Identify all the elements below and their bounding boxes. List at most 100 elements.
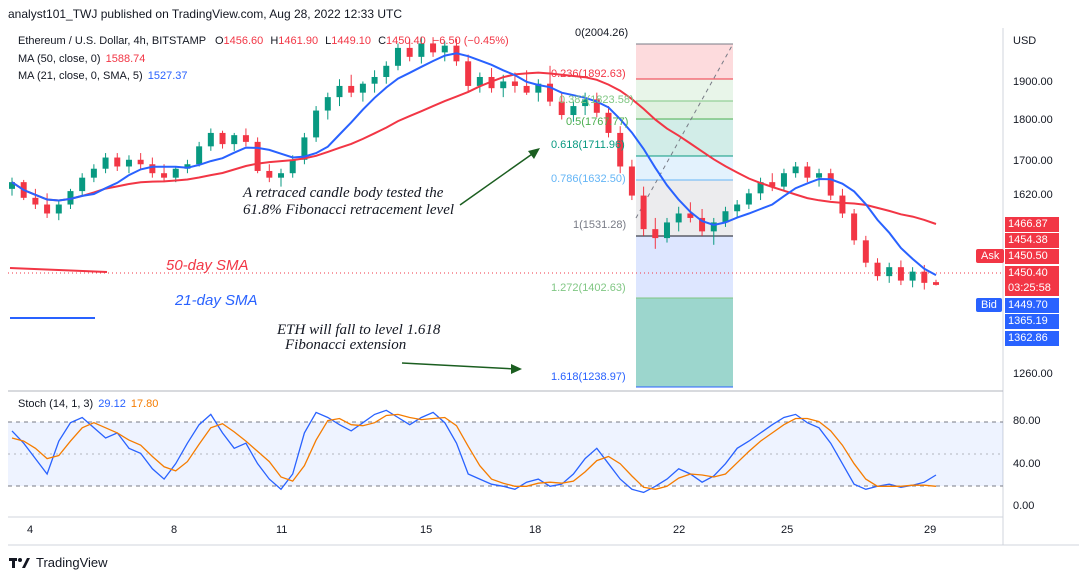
candle[interactable] xyxy=(570,106,577,116)
candle[interactable] xyxy=(921,271,928,283)
stoch-d-line xyxy=(11,413,937,490)
candle[interactable] xyxy=(313,110,320,138)
brand-name: TradingView xyxy=(36,555,108,570)
candle[interactable] xyxy=(523,85,530,93)
candle[interactable] xyxy=(535,83,542,93)
candle[interactable] xyxy=(663,222,670,239)
candle[interactable] xyxy=(406,47,413,57)
candle[interactable] xyxy=(804,166,811,178)
candle[interactable] xyxy=(32,197,39,205)
candle[interactable] xyxy=(792,166,799,174)
candle[interactable] xyxy=(582,99,589,107)
candle[interactable] xyxy=(722,211,729,223)
candle[interactable] xyxy=(675,213,682,223)
candle[interactable] xyxy=(149,164,156,174)
candle[interactable] xyxy=(231,135,238,145)
candle[interactable] xyxy=(289,159,296,174)
candle[interactable] xyxy=(9,182,15,189)
fib-level-1: 1(1531.28) xyxy=(573,219,627,231)
fall-annotation-line2: Fibonacci extension xyxy=(285,337,407,353)
candle[interactable] xyxy=(687,213,694,218)
tradingview-brand[interactable]: TradingView xyxy=(9,555,108,570)
candle[interactable] xyxy=(558,101,565,116)
candle[interactable] xyxy=(394,47,401,66)
price-label: 1800.00 xyxy=(1013,114,1053,126)
candle[interactable] xyxy=(301,137,308,160)
ma21-label: MA (21, close, 0, SMA, 5) xyxy=(18,70,143,82)
candle[interactable] xyxy=(430,43,437,53)
price-label: 1620.00 xyxy=(1013,189,1053,201)
candle[interactable] xyxy=(909,271,916,281)
candle[interactable] xyxy=(769,182,776,187)
candle[interactable] xyxy=(125,159,132,167)
candle[interactable] xyxy=(827,173,834,196)
candle[interactable] xyxy=(266,170,273,178)
candle[interactable] xyxy=(137,159,144,165)
candle[interactable] xyxy=(710,222,717,232)
candle[interactable] xyxy=(547,83,554,102)
candle[interactable] xyxy=(886,267,893,277)
candle[interactable] xyxy=(500,81,507,89)
tradingview-logo-icon xyxy=(9,557,30,568)
bid-badge[interactable]: Bid xyxy=(976,298,1002,312)
candle[interactable] xyxy=(757,182,764,194)
candle[interactable] xyxy=(278,173,285,178)
candle[interactable] xyxy=(242,135,249,142)
candle[interactable] xyxy=(359,83,366,93)
candle[interactable] xyxy=(897,267,904,281)
candle[interactable] xyxy=(605,112,612,133)
candle[interactable] xyxy=(465,61,472,86)
candle[interactable] xyxy=(207,132,214,147)
candle[interactable] xyxy=(652,229,659,239)
sma50-legend-stroke xyxy=(9,267,108,273)
candle[interactable] xyxy=(196,146,203,165)
candle[interactable] xyxy=(874,262,881,277)
candle[interactable] xyxy=(336,85,343,98)
candle[interactable] xyxy=(324,97,331,111)
candle[interactable] xyxy=(851,213,858,241)
stoch-k-value: 29.12 xyxy=(98,398,126,410)
open-label: O xyxy=(214,35,224,47)
candle[interactable] xyxy=(161,173,168,178)
candle[interactable] xyxy=(511,81,518,86)
fib-retracement-tool[interactable] xyxy=(635,43,734,388)
candle[interactable] xyxy=(628,166,635,196)
candle[interactable] xyxy=(699,217,706,232)
candle[interactable] xyxy=(734,204,741,212)
change-value: −6.50 (−0.45%) xyxy=(432,35,509,47)
candle[interactable] xyxy=(254,141,261,171)
candle[interactable] xyxy=(348,85,355,93)
candle[interactable] xyxy=(114,157,121,167)
candle[interactable] xyxy=(184,164,191,169)
candle[interactable] xyxy=(745,193,752,205)
stoch-scale-label: 80.00 xyxy=(1013,415,1041,427)
candle[interactable] xyxy=(371,76,378,84)
price-tag: 1365.19 xyxy=(1005,314,1059,329)
candle[interactable] xyxy=(617,132,624,167)
candle[interactable] xyxy=(640,195,647,230)
candle[interactable] xyxy=(79,177,86,192)
candle[interactable] xyxy=(441,45,448,53)
candle[interactable] xyxy=(862,240,869,263)
candle[interactable] xyxy=(67,191,74,205)
ma50-value: 1588.74 xyxy=(105,53,146,65)
ma21-legend: MA (21, close, 0, SMA, 5) 1527.37 xyxy=(18,70,188,82)
candle[interactable] xyxy=(780,173,787,187)
candle[interactable] xyxy=(55,204,62,214)
candle[interactable] xyxy=(383,65,390,77)
candle[interactable] xyxy=(816,173,823,178)
candle[interactable] xyxy=(172,168,179,178)
ask-badge[interactable]: Ask xyxy=(976,249,1005,263)
low-label: L xyxy=(325,35,332,47)
x-tick: 22 xyxy=(673,524,686,536)
candle[interactable] xyxy=(476,76,483,86)
candle[interactable] xyxy=(933,282,939,285)
candle[interactable] xyxy=(839,195,846,214)
candle[interactable] xyxy=(593,99,600,113)
candle[interactable] xyxy=(90,168,97,178)
candle[interactable] xyxy=(219,132,226,145)
candle[interactable] xyxy=(102,157,109,169)
candle[interactable] xyxy=(44,204,51,214)
candle[interactable] xyxy=(418,43,425,57)
